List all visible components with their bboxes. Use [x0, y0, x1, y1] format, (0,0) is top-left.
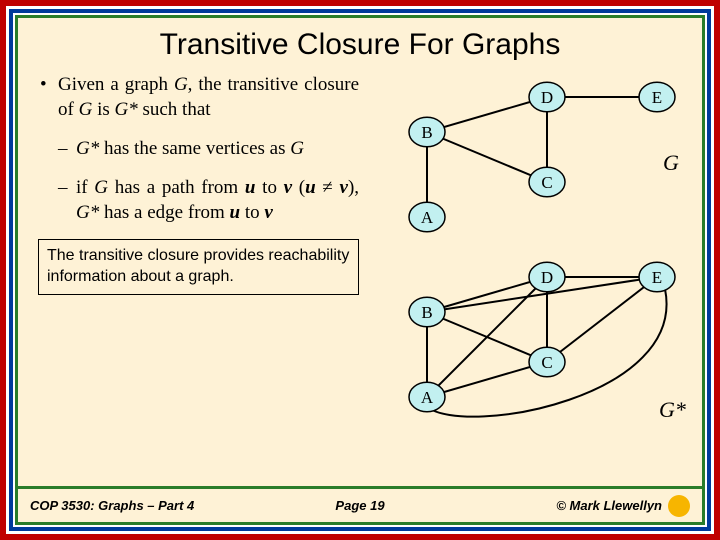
svg-text:E: E	[652, 268, 662, 287]
var-gstar: G*	[115, 99, 138, 120]
var-gstar: G*	[76, 138, 99, 159]
svg-text:C: C	[541, 353, 552, 372]
footer-copyright: © Mark Llewellyn	[556, 498, 662, 513]
svg-text:B: B	[421, 123, 432, 142]
mid-frame: Transitive Closure For Graphs Given a gr…	[9, 9, 711, 531]
svg-text:A: A	[421, 388, 434, 407]
graph-g-label: G	[663, 150, 679, 176]
text: such that	[138, 99, 211, 120]
svg-text:E: E	[652, 88, 662, 107]
svg-text:D: D	[541, 268, 553, 287]
var-v: v	[264, 202, 272, 223]
text: has the same vertices as	[99, 138, 290, 159]
graph-gstar-svg: A B C D E	[367, 252, 687, 437]
text: has a edge from	[99, 202, 229, 223]
text: to	[255, 177, 283, 198]
text: Given a graph	[58, 74, 174, 95]
neq-symbol: ≠	[316, 177, 340, 198]
left-column: Given a graph G, the transitive closure …	[44, 72, 367, 486]
note-box: The transitive closure provides reachabi…	[38, 239, 359, 295]
outer-frame: Transitive Closure For Graphs Given a gr…	[0, 0, 720, 540]
svg-text:D: D	[541, 88, 553, 107]
text: if	[76, 177, 94, 198]
var-v: v	[340, 177, 348, 198]
text: (	[292, 177, 305, 198]
var-g: G	[94, 177, 108, 198]
svg-text:C: C	[541, 173, 552, 192]
var-gstar: G*	[76, 202, 99, 223]
main-bullet: Given a graph G, the transitive closure …	[44, 72, 359, 122]
right-column: A B C D E G A B C D E G*	[367, 72, 690, 486]
var-g: G	[290, 138, 304, 159]
inner-frame: Transitive Closure For Graphs Given a gr…	[15, 15, 705, 525]
sub-bullet-2: if G has a path from u to v (u ≠ v), G* …	[44, 175, 359, 225]
footer-center: Page 19	[250, 498, 470, 513]
text: has a path from	[108, 177, 245, 198]
graph-g-svg: A B C D E	[367, 72, 687, 247]
content-area: Given a graph G, the transitive closure …	[18, 68, 702, 486]
footer-left: COP 3530: Graphs – Part 4	[30, 498, 250, 513]
slide-title: Transitive Closure For Graphs	[18, 18, 702, 68]
footer-right: © Mark Llewellyn	[470, 495, 690, 517]
var-g: G	[79, 99, 93, 120]
text: is	[92, 99, 114, 120]
var-g: G	[174, 74, 188, 95]
graph-gstar-label: G*	[659, 397, 686, 423]
text: to	[240, 202, 264, 223]
var-u: u	[245, 177, 256, 198]
svg-text:A: A	[421, 208, 434, 227]
sub-bullet-1: G* has the same vertices as G	[44, 136, 359, 161]
footer: COP 3530: Graphs – Part 4 Page 19 © Mark…	[18, 486, 702, 522]
var-v: v	[284, 177, 292, 198]
text: ),	[348, 177, 359, 198]
var-u: u	[305, 177, 316, 198]
svg-text:B: B	[421, 303, 432, 322]
ucf-logo-icon	[668, 495, 690, 517]
var-u: u	[230, 202, 241, 223]
